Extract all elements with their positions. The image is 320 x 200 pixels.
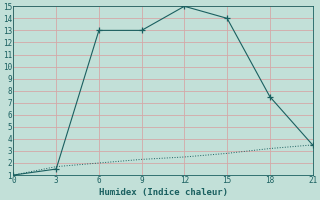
X-axis label: Humidex (Indice chaleur): Humidex (Indice chaleur) <box>99 188 228 197</box>
